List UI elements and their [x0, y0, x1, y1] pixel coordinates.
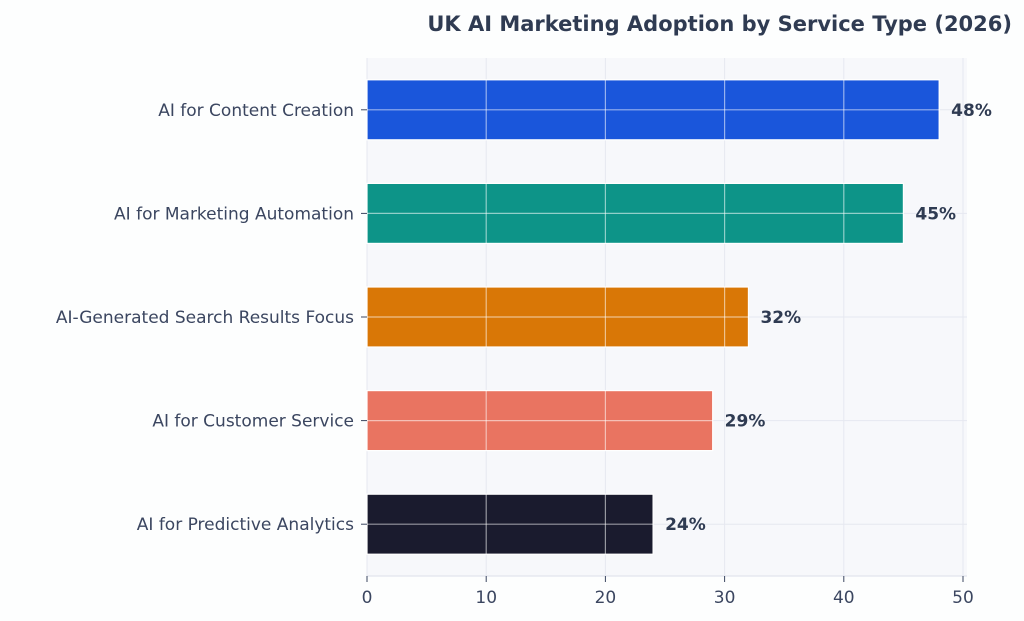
value-label: 24% [665, 515, 706, 535]
x-tick-label: 30 [714, 588, 736, 608]
value-label: 48% [951, 101, 992, 121]
value-label: 32% [760, 308, 801, 328]
x-tick-label: 0 [362, 588, 373, 608]
x-tick-label: 10 [475, 588, 497, 608]
category-label: AI-Generated Search Results Focus [56, 308, 354, 328]
x-tick-label: 20 [595, 588, 617, 608]
x-tick-label: 50 [952, 588, 974, 608]
category-label: AI for Content Creation [158, 101, 354, 121]
value-label: 45% [915, 204, 956, 224]
category-label: AI for Customer Service [152, 412, 354, 432]
category-label: AI for Marketing Automation [114, 204, 354, 224]
x-tick-label: 40 [833, 588, 855, 608]
value-label: 29% [725, 412, 766, 432]
chart-title: UK AI Marketing Adoption by Service Type… [427, 12, 1012, 36]
category-label: AI for Predictive Analytics [137, 515, 354, 535]
